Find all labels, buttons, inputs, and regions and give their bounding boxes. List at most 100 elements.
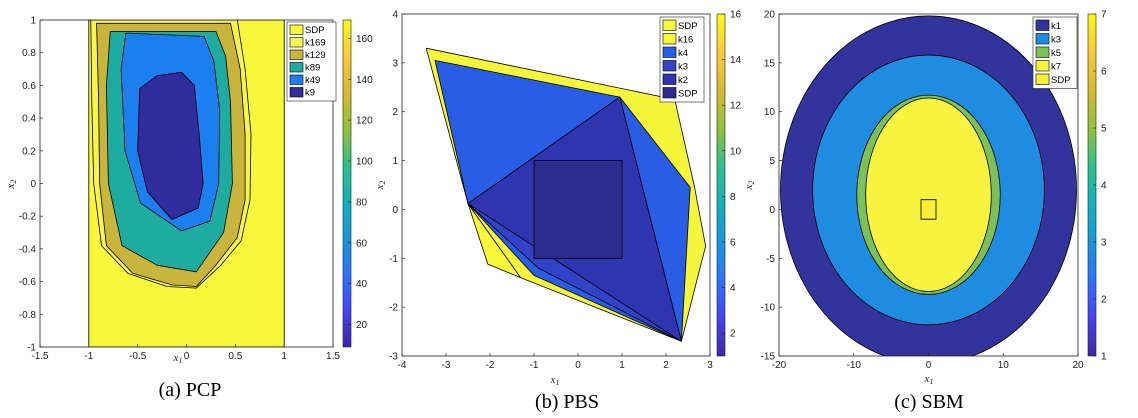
x-tick-label: -1 [530,360,539,371]
x-axis-label: x1 [550,374,560,387]
colorbar-tick-label: 80 [356,197,368,208]
colorbar-tick-label: 4 [730,283,736,294]
panel-title: (a) PCP [159,379,222,401]
colorbar [716,13,726,357]
y-tick-label: -0.8 [19,310,37,321]
colorbar [342,19,352,348]
y-tick-label: 15 [764,58,776,69]
chart-panel-3: -20 -10 0 10 20 -15 -10 -5 0 5 10 15 20 x1 x2 (c) SBM 1 2… [743,10,1107,414]
y-tick-label: -3 [389,352,398,363]
colorbar-tick-label: 14 [730,55,742,66]
panel-title: (c) SBM [894,391,964,413]
legend-swatch [1035,73,1050,85]
legend-swatch [662,73,677,85]
legend-label: k89 [305,63,320,74]
y-tick-label: -15 [761,352,776,363]
colorbar-tick-label: 160 [356,34,373,45]
x-tick-label: 10 [998,360,1010,371]
legend-swatch [289,74,304,85]
legend-swatch [1035,19,1050,31]
legend-swatch [662,19,677,31]
x-tick-label: 2 [663,360,669,371]
colorbar-tick-label: 140 [356,75,373,86]
colorbar-tick-label: 7 [1101,10,1107,21]
legend-label: k3 [678,62,688,73]
colorbar-tick-label: 10 [730,146,742,157]
colorbar-tick-label: 8 [730,192,736,203]
y-tick-label: -5 [766,254,775,265]
x-tick-label: -0.5 [129,351,147,362]
colorbar-tick-label: 1 [1101,352,1107,363]
legend-swatch [662,87,677,99]
legend-swatch [662,60,677,72]
colorbar-tick-label: 4 [1101,181,1107,192]
y-tick-label: -0.4 [19,244,37,255]
colorbar-tick-label: 6 [1101,67,1107,78]
colorbar-tick-label: 60 [356,238,368,249]
y-axis-label: x2 [374,181,387,191]
y-tick-label: 20 [764,10,776,21]
y-tick-label: 10 [764,107,776,118]
x-tick-label: -4 [398,360,407,371]
y-tick-label: 0.6 [22,81,36,92]
legend-label: k49 [305,75,320,86]
y-tick-label: 5 [769,156,775,167]
x-axis-label: x1 [924,373,934,386]
y-tick-label: 0 [769,205,775,216]
legend-swatch [1035,33,1050,45]
colorbar-tick-label: 5 [1101,124,1107,135]
colorbar-tick-label: 3 [1101,238,1107,249]
y-tick-label: 1 [392,156,398,167]
legend-label: k7 [1051,62,1061,73]
legend-swatch [1035,46,1050,58]
y-tick-label: -1 [27,343,36,354]
y-tick-label: -10 [761,303,776,314]
colorbar-tick-label: 12 [730,101,742,112]
x-tick-label: -2 [486,360,495,371]
x-tick-label: 0 [926,360,932,371]
legend-swatch [289,24,304,35]
legend-swatch [662,33,677,45]
legend-label: k4 [678,48,688,59]
y-tick-label: 0.4 [22,114,36,125]
y-tick-label: -0.6 [19,277,37,288]
y-tick-label: 4 [392,10,398,21]
region-k9 [137,71,204,220]
x-tick-label: 20 [1072,360,1084,371]
legend-label: k16 [678,35,693,46]
x-tick-label: 1 [281,351,287,362]
x-tick-label: 0 [184,351,190,362]
legend-label: SDP [678,21,698,32]
x-tick-label: -1 [84,351,93,362]
y-tick-label: 0 [392,205,398,216]
x-tick-label: 3 [707,360,713,371]
legend-label: k9 [305,88,315,99]
x-tick-label: 1.5 [326,351,340,362]
region-k7 [865,97,992,292]
legend-label: k5 [1051,48,1061,59]
x-tick-label: 1 [619,360,625,371]
y-tick-label: 0.2 [22,146,36,157]
y-axis-label: x2 [5,180,18,190]
x-tick-label: -10 [847,360,862,371]
x-tick-label: -20 [772,360,787,371]
legend-label: SDP [305,25,325,36]
colorbar-tick-label: 100 [356,157,373,168]
y-tick-label: -0.2 [19,212,37,223]
y-tick-label: 3 [392,58,398,69]
legend-label: k1 [1051,21,1061,32]
legend-label: SDP [678,89,698,100]
colorbar-tick-label: 40 [356,279,368,290]
colorbar-tick-label: 2 [1101,295,1107,306]
colorbar-tick-label: 6 [730,238,736,249]
panel-title: (b) PBS [535,391,599,413]
region-sdp-box [920,199,937,220]
legend-label: k3 [1051,35,1061,46]
region-sdp [533,160,623,259]
x-axis-label: x1 [173,352,183,365]
y-tick-label: 1 [30,16,36,27]
colorbar-tick-label: 2 [730,329,736,340]
colorbar-tick-label: 16 [730,10,742,21]
y-axis-label: x2 [743,181,756,191]
y-tick-label: 0 [30,179,36,190]
